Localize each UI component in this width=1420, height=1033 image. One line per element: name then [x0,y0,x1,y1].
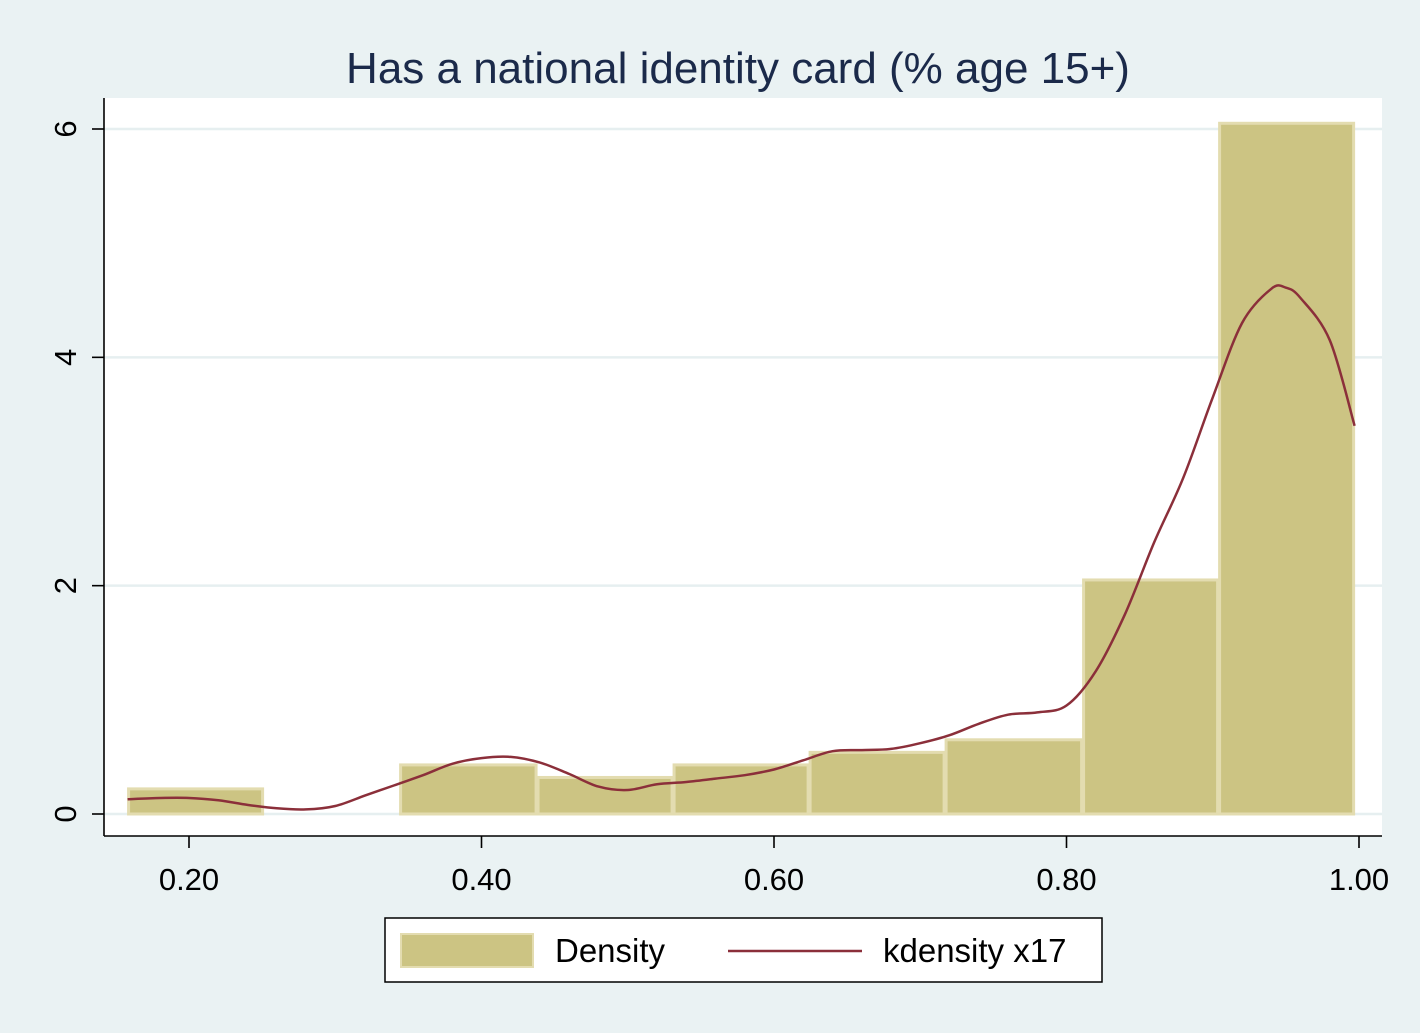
histogram-bar-2 [399,763,538,816]
y-tick-label-6: 6 [48,120,83,137]
kdensity-line [127,284,1356,811]
x-axis-ticks: 0.20 0.40 0.60 0.80 1.00 [159,836,1389,897]
histogram-bar-0 [127,787,265,816]
histogram-bar-6 [944,738,1084,816]
histogram-bar-3 [536,775,674,816]
legend: Density kdensity x17 [384,917,1103,983]
plot-area [104,98,1382,836]
x-tick-label-0.80: 0.80 [1036,862,1096,897]
legend-label-kdensity: kdensity x17 [883,932,1066,969]
x-tick-label-0.40: 0.40 [451,862,511,897]
histogram-bar-5 [808,750,946,816]
kdensity-line-group [127,284,1356,811]
x-tick-label-0.20: 0.20 [159,862,219,897]
chart-title: Has a national identity card (% age 15+) [346,44,1130,93]
legend-label-density: Density [555,932,666,969]
axes: 0.20 0.40 0.60 0.80 1.00 0 2 4 6 [48,98,1389,897]
histogram-bar-4 [672,763,810,816]
histogram-bars [127,121,1356,816]
y-axis-ticks: 0 2 4 6 [48,120,104,823]
x-tick-label-0.60: 0.60 [744,862,804,897]
y-tick-label-2: 2 [48,577,83,594]
legend-swatch-density [400,933,534,968]
histogram-bar-8 [1218,121,1356,816]
y-tick-label-0: 0 [48,805,83,822]
y-tick-label-4: 4 [48,349,83,366]
x-tick-label-1.00: 1.00 [1329,862,1389,897]
histogram-bar-7 [1082,578,1220,816]
